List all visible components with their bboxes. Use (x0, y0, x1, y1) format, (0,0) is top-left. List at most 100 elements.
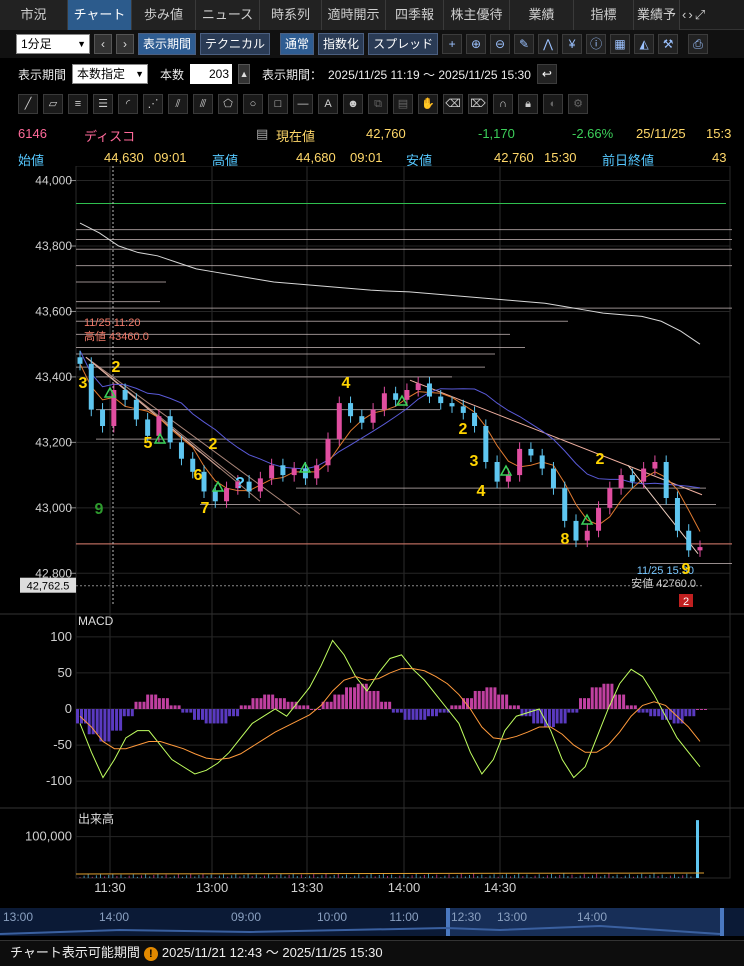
next-button[interactable]: › (116, 34, 134, 54)
candle-body (348, 403, 354, 417)
chart-canvas[interactable]: 11:30 13:00 13:30 14:00 14:30 44,000 43,800 43,… (0, 166, 744, 940)
footer: チャート表示可能期間! 2025/11/21 12:43 ～ 2025/11/25… (0, 940, 744, 966)
list-tool-icon[interactable]: ▤ (393, 94, 413, 114)
copy-tool-icon[interactable]: ⧉ (368, 94, 388, 114)
wave-count-label: 2 (112, 359, 121, 376)
candle-body (494, 462, 500, 482)
macd-histogram-bar (107, 709, 111, 742)
channel-tool-icon[interactable]: ⫻ (193, 94, 213, 114)
ma-short-line (79, 363, 701, 532)
pen-icon[interactable]: ✎ (514, 34, 535, 54)
macd-histogram-bar (536, 709, 540, 724)
yen-icon[interactable]: ¥ (562, 34, 583, 54)
tab-indicators[interactable]: 指標 (574, 0, 634, 30)
normal-button[interactable]: 通常 (280, 33, 315, 55)
macd-histogram-bar (353, 687, 357, 709)
tab-timeseries[interactable]: 時系列 (260, 0, 322, 30)
hand-tool-icon[interactable]: ✋ (418, 94, 438, 114)
wave-count-label: 5 (144, 435, 153, 452)
pentagon-tool-icon[interactable]: ⬠ (218, 94, 238, 114)
count-input[interactable]: 203 (190, 64, 233, 84)
crosshair-icon[interactable]: + (442, 34, 463, 54)
index-button[interactable]: 指数化 (318, 33, 365, 55)
trendline-tool-icon[interactable]: ╱ (18, 94, 38, 114)
interval-value: 1分足 (21, 37, 52, 51)
macd-histogram-bar (388, 701, 392, 709)
chart-type-icon[interactable]: ⋀ (538, 34, 559, 54)
macd-histogram-bar (598, 687, 602, 709)
open-label: 始値 (18, 153, 45, 168)
tab-prev-icon[interactable]: ‹ (682, 7, 687, 22)
expand-icon[interactable]: ⤢ (694, 6, 706, 22)
count-stepper[interactable]: ▲ (238, 64, 251, 84)
macd-histogram-bar (520, 709, 524, 717)
high-time: 09:01 (350, 150, 383, 165)
warning-icon[interactable]: ! (143, 947, 158, 961)
eraser-tool-icon[interactable]: ⌫ (443, 94, 463, 114)
volume-tick-label: 100,000 (25, 829, 72, 844)
tab-ayumi[interactable]: 歩み値 (132, 0, 196, 30)
hline-tool-icon[interactable]: — (293, 94, 313, 114)
magnet-tool-icon[interactable]: ∩ (493, 94, 513, 114)
document-icon[interactable]: ▤ (256, 126, 269, 141)
tab-yutai[interactable]: 株主優待 (444, 0, 510, 30)
technical-button[interactable]: テクニカル (200, 33, 271, 55)
eraser-all-tool-icon[interactable]: ⌦ (468, 94, 488, 114)
macd-histogram-bar (298, 705, 302, 709)
tab-next-icon[interactable]: › (688, 7, 693, 22)
navigator-tick-label: 10:00 (317, 910, 347, 924)
visibility-tool-icon[interactable]: ◐ (543, 94, 563, 114)
period-bar: 表示期間 本数指定 ▼ 本数 203 ▲ 表示期間： 2025/11/25 11:… (0, 60, 744, 88)
macd-histogram-bar (224, 709, 228, 724)
zoom-in-icon[interactable]: ⊕ (466, 34, 487, 54)
macd-histogram-bar (212, 709, 216, 724)
tab-news[interactable]: ニュース (196, 0, 260, 30)
tab-forecast[interactable]: 業績予 (634, 0, 680, 30)
tab-disclosure[interactable]: 適時開示 (322, 0, 386, 30)
macd-histogram-bar (419, 709, 423, 720)
text-tool-icon[interactable]: A (318, 94, 338, 114)
macd-histogram-bar (91, 709, 95, 735)
reset-icon[interactable]: ↩ (536, 64, 557, 84)
candle-body (550, 468, 556, 489)
print-icon[interactable]: ⎙ (688, 34, 709, 54)
wave-count-label: 4 (477, 483, 486, 500)
info-icon[interactable]: ⓘ (586, 34, 607, 54)
period-mode-select[interactable]: 本数指定 ▼ (72, 64, 149, 84)
macd-histogram-bar (173, 705, 177, 709)
my-chart-icon[interactable]: ▦ (610, 34, 631, 54)
macd-histogram-bar (200, 709, 204, 720)
hlines-tool-icon[interactable]: ≡ (68, 94, 88, 114)
zoom-out-icon[interactable]: ⊖ (490, 34, 511, 54)
macd-histogram-bar (232, 709, 236, 717)
candle-body (359, 416, 365, 423)
current-label: 現在値 (276, 129, 316, 144)
arc-tool-icon[interactable]: ◜ (118, 94, 138, 114)
price-tick-label: 43,000 (35, 501, 72, 515)
interval-select[interactable]: 1分足 ▼ (16, 34, 90, 54)
prev-button[interactable]: ‹ (94, 34, 112, 54)
stock-code: 6146 (18, 126, 47, 141)
period-button[interactable]: 表示期間 (138, 33, 197, 55)
tab-shikiho[interactable]: 四季報 (386, 0, 444, 30)
fib-tool-icon[interactable]: ☰ (93, 94, 113, 114)
spread-button[interactable]: スプレッド (368, 33, 439, 55)
low-annotation-value: 安値 42760.0 (631, 576, 696, 590)
settings-wrench-icon[interactable]: ⚒ (658, 34, 679, 54)
macd-histogram-bar (146, 694, 150, 709)
circle-tool-icon[interactable]: ○ (243, 94, 263, 114)
ruler-tool-icon[interactable]: ▱ (43, 94, 63, 114)
tab-chart[interactable]: チャート (68, 0, 132, 30)
navigator-tick-label: 14:00 (577, 910, 607, 924)
gann-tool-icon[interactable]: ⫽ (168, 94, 188, 114)
fan-tool-icon[interactable]: ⋰ (143, 94, 163, 114)
lock-tool-icon[interactable]: 🔒︎ (518, 94, 538, 114)
settings-tool-icon[interactable]: ⚙ (568, 94, 588, 114)
macd-histogram-bar (247, 705, 251, 709)
area-chart-icon[interactable]: ◭ (634, 34, 655, 54)
tab-results[interactable]: 業績 (510, 0, 574, 30)
rect-tool-icon[interactable]: □ (268, 94, 288, 114)
navigator-line (0, 924, 721, 935)
stamp-tool-icon[interactable]: ☻ (343, 94, 363, 114)
tab-market[interactable]: 市況 (0, 0, 68, 30)
